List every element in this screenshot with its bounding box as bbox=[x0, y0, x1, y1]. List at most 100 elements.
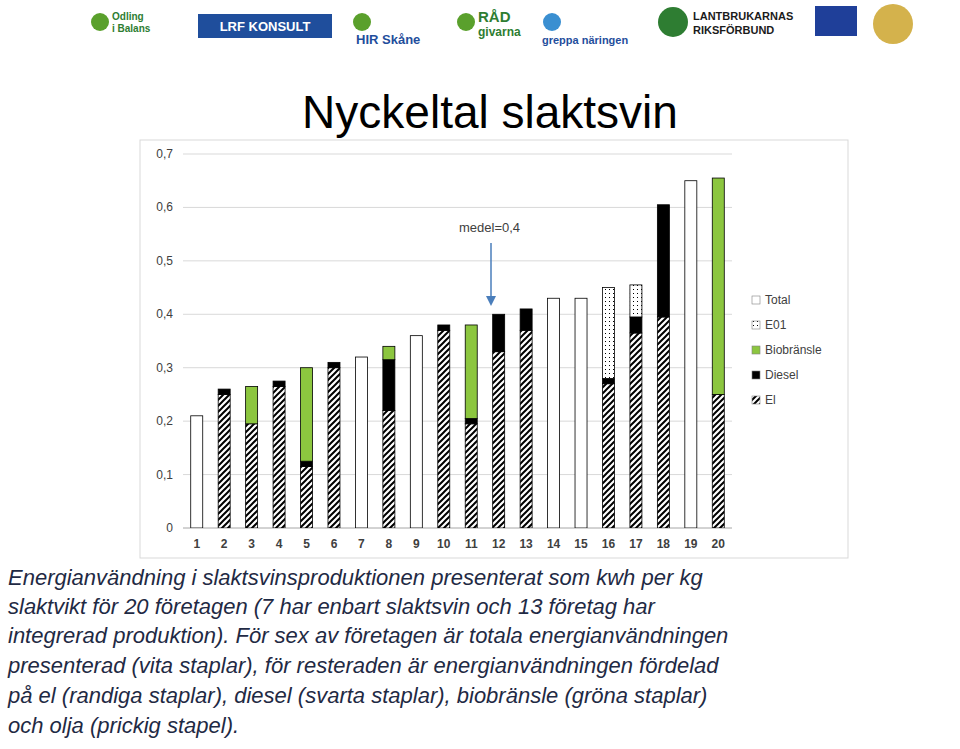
logo-text: LANTBRUKARNAS bbox=[693, 10, 793, 22]
y-tick-label: 0,4 bbox=[156, 307, 173, 321]
bar-segment bbox=[301, 461, 313, 466]
bar-segment bbox=[465, 424, 477, 528]
bar-segment bbox=[438, 325, 450, 330]
y-tick-label: 0,3 bbox=[156, 361, 173, 375]
bar-segment bbox=[191, 416, 203, 528]
x-tick-label: 20 bbox=[712, 537, 726, 551]
grid-line bbox=[183, 207, 732, 208]
x-tick-label: 3 bbox=[248, 537, 255, 551]
legend: TotalE01BiobränsleDieselEl bbox=[752, 293, 822, 407]
legend-label: E01 bbox=[765, 318, 787, 332]
bar-segment bbox=[410, 336, 422, 528]
logo-text: Odling bbox=[112, 11, 144, 22]
logo: HIR Skåne bbox=[353, 13, 420, 47]
title: Nyckeltal slaktsvin bbox=[302, 86, 678, 138]
x-tick-label: 8 bbox=[386, 537, 393, 551]
x-tick-label: 10 bbox=[437, 537, 451, 551]
legend-swatch bbox=[752, 371, 760, 379]
bar-segment bbox=[246, 386, 258, 423]
bar-segment bbox=[548, 298, 560, 528]
logo-text: LRF KONSULT bbox=[220, 19, 311, 34]
logo-emblem bbox=[543, 13, 561, 31]
y-tick-label: 0,5 bbox=[156, 254, 173, 268]
logo-text: i Balans bbox=[112, 23, 151, 34]
bar-segment bbox=[328, 362, 340, 367]
y-tick-label: 0,6 bbox=[156, 200, 173, 214]
grid-line bbox=[183, 474, 732, 475]
page: Odlingi Balans LRF KONSULT HIR Skåne RÅDgiv… bbox=[0, 0, 960, 749]
caption-line: slaktvikt för 20 företagen (7 har enbart… bbox=[8, 594, 657, 619]
caption-line: på el (randiga staplar), diesel (svarta … bbox=[7, 683, 707, 708]
bar-segment bbox=[630, 317, 642, 333]
legend-swatch bbox=[752, 346, 760, 354]
x-tick-label: 15 bbox=[574, 537, 588, 551]
x-tick-label: 17 bbox=[629, 537, 643, 551]
y-tick-label: 0 bbox=[166, 521, 173, 535]
bar-segment bbox=[575, 298, 587, 528]
annotation-text: medel=0,4 bbox=[459, 220, 520, 235]
logo-emblem bbox=[457, 13, 475, 31]
logo: LRF KONSULT bbox=[198, 14, 332, 38]
bar-segment bbox=[218, 389, 230, 394]
bar-segment bbox=[465, 325, 477, 419]
grid-line bbox=[183, 260, 732, 261]
x-tick-label: 19 bbox=[684, 537, 698, 551]
background bbox=[0, 0, 960, 749]
grid-line bbox=[183, 528, 732, 529]
caption-line: integrerad produktion). För sex av föret… bbox=[8, 623, 728, 648]
bar-segment bbox=[383, 410, 395, 528]
caption-line: och olja (prickig stapel). bbox=[8, 713, 239, 738]
bar-segment bbox=[630, 285, 642, 317]
x-tick-label: 16 bbox=[602, 537, 616, 551]
x-tick-label: 11 bbox=[465, 537, 478, 551]
bar-segment bbox=[383, 346, 395, 359]
caption-line: Energianvändning i slaktsvinsproduktione… bbox=[8, 565, 703, 590]
legend-swatch bbox=[752, 396, 760, 404]
caption-line: presenterad (vita staplar), för resterad… bbox=[7, 653, 719, 678]
x-tick-label: 4 bbox=[276, 537, 283, 551]
bar-segment bbox=[712, 178, 724, 394]
bar-segment bbox=[657, 205, 669, 317]
legend-swatch bbox=[752, 321, 760, 329]
x-tick-label: 1 bbox=[193, 537, 200, 551]
logo-text: greppa näringen bbox=[542, 34, 628, 46]
chart-frame bbox=[140, 140, 848, 558]
logo-text: RIKSFÖRBUND bbox=[693, 24, 774, 36]
logo: LANTBRUKARNAS RIKSFÖRBUND bbox=[658, 7, 793, 37]
logos: Odlingi Balans LRF KONSULT HIR Skåne RÅDgiv… bbox=[91, 4, 913, 47]
bars bbox=[191, 178, 725, 528]
x-tick-label: 14 bbox=[547, 537, 561, 551]
annotation: medel=0,4 bbox=[459, 220, 520, 306]
grid-line bbox=[183, 421, 732, 422]
bar-segment bbox=[438, 330, 450, 528]
y-tick-label: 0,1 bbox=[156, 468, 173, 482]
x-tick-label: 13 bbox=[519, 537, 533, 551]
x-tick-label: 2 bbox=[221, 537, 228, 551]
bar-segment bbox=[355, 357, 367, 528]
bar-segment bbox=[273, 381, 285, 386]
legend-label: Diesel bbox=[765, 368, 798, 382]
bar-segment bbox=[465, 418, 477, 423]
logo: greppa näringen bbox=[542, 13, 628, 46]
x-tick-label: 6 bbox=[331, 537, 338, 551]
bar-segment bbox=[301, 368, 313, 462]
x-tick-label: 5 bbox=[303, 537, 310, 551]
annotation-arrow bbox=[490, 243, 492, 300]
legend-label: Total bbox=[765, 293, 790, 307]
logo-text: givarna bbox=[478, 25, 521, 39]
bar-segment bbox=[301, 467, 313, 528]
annotation-arrowhead bbox=[486, 296, 496, 306]
grid: 00,10,20,30,40,50,60,7 bbox=[156, 147, 732, 535]
bar-segment bbox=[712, 394, 724, 528]
logo: Odlingi Balans bbox=[91, 11, 151, 34]
legend-swatch bbox=[752, 296, 760, 304]
logo-emblem bbox=[658, 7, 688, 37]
logo: RÅDgivarna bbox=[457, 8, 521, 39]
bar-segment bbox=[218, 394, 230, 528]
logo-emblem bbox=[353, 13, 371, 31]
logo-text: RÅD bbox=[478, 8, 511, 25]
y-tick-label: 0,2 bbox=[156, 414, 173, 428]
x-tick-label: 7 bbox=[358, 537, 365, 551]
grid-line bbox=[183, 154, 732, 155]
legend-label: Biobränsle bbox=[765, 343, 822, 357]
